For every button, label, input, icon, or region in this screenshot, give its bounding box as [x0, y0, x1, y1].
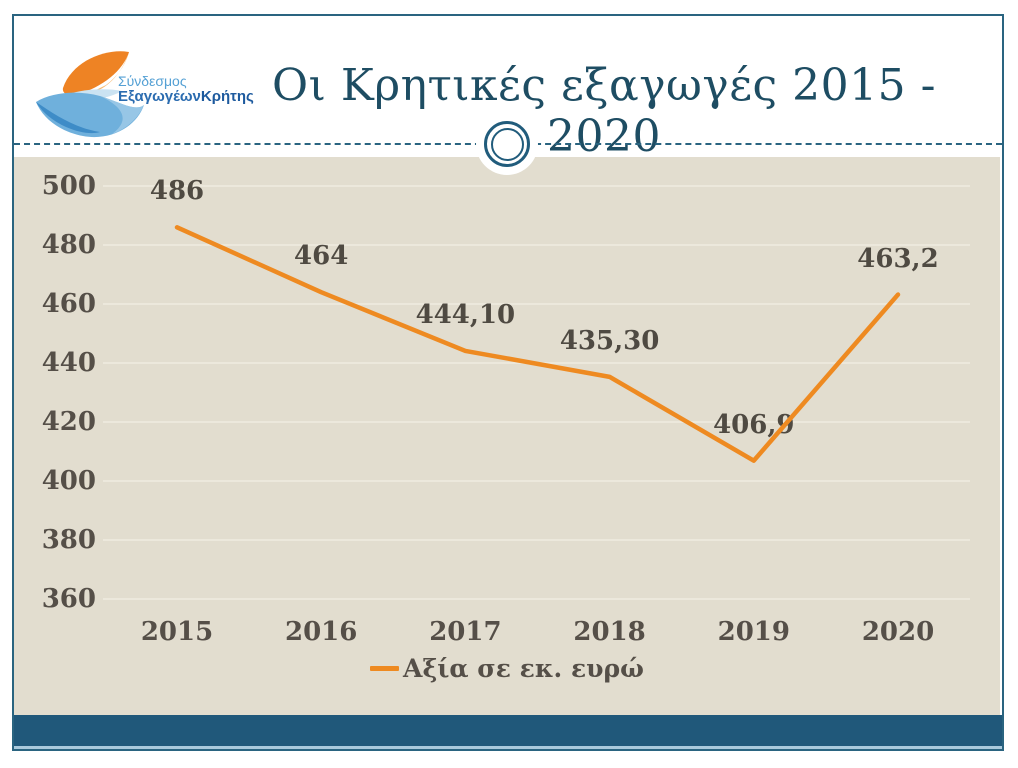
- x-axis-tick-2017: 2017: [429, 617, 502, 647]
- footer-accent-bar: [14, 715, 1002, 749]
- data-label-2020: 463,2: [857, 243, 939, 274]
- y-axis-tick-460: 460: [41, 289, 96, 319]
- logo-line1: Σύνδεσμος: [118, 73, 187, 89]
- y-axis-tick-480: 480: [41, 230, 96, 260]
- x-axis-tick-2019: 2019: [717, 617, 790, 647]
- x-axis-tick-2016: 2016: [285, 617, 358, 647]
- gridline-500: [103, 185, 970, 187]
- gridline-420: [103, 421, 970, 423]
- ornament-inner-ring: [490, 127, 524, 161]
- gridline-380: [103, 539, 970, 541]
- slide: Σύνδεσμος ΕξαγωγέωνΚρήτης Οι Κρητικές εξ…: [12, 14, 1004, 751]
- exporters-association-logo: Σύνδεσμος ΕξαγωγέωνΚρήτης: [32, 38, 254, 143]
- line-series-exports: [174, 225, 901, 463]
- gridline-480: [103, 244, 970, 246]
- gridline-400: [103, 480, 970, 482]
- circle-ornament: [476, 113, 538, 175]
- ornament-outer-ring: [484, 121, 530, 167]
- y-axis-tick-500: 500: [41, 171, 96, 201]
- y-axis-tick-360: 360: [41, 584, 96, 614]
- legend-line-swatch: [370, 666, 400, 671]
- data-label-2015: 486: [149, 176, 205, 207]
- y-axis-tick-380: 380: [41, 525, 96, 555]
- legend: Αξία σε εκ. ευρώ: [14, 654, 1000, 683]
- y-axis-tick-420: 420: [41, 407, 96, 437]
- x-axis-tick-2015: 2015: [140, 617, 214, 647]
- x-axis-tick-2020: 2020: [861, 617, 935, 647]
- x-axis-tick-2018: 2018: [573, 617, 646, 647]
- chart-panel: 500 480 460 440 420 400 380 360 2015 2016 2017 2018…: [14, 157, 1000, 715]
- logo-line2: ΕξαγωγέωνΚρήτης: [118, 87, 254, 105]
- data-label-2017: 444,10: [415, 299, 516, 330]
- slide-title: Οι Κρητικές εξαγωγές 2015 - 2020: [272, 60, 936, 162]
- y-axis-tick-440: 440: [41, 348, 96, 378]
- logo-text: Σύνδεσμος ΕξαγωγέωνΚρήτης: [118, 74, 254, 104]
- data-label-2018: 435,30: [559, 325, 660, 356]
- data-label-2019: 406,9: [713, 409, 795, 440]
- bird-logo-icon: [36, 51, 144, 138]
- gridline-460: [103, 303, 970, 305]
- data-label-2016: 464: [294, 241, 349, 272]
- gridline-360: [103, 598, 970, 600]
- y-axis-tick-400: 400: [41, 466, 96, 496]
- legend-label: Αξία σε εκ. ευρώ: [403, 654, 644, 683]
